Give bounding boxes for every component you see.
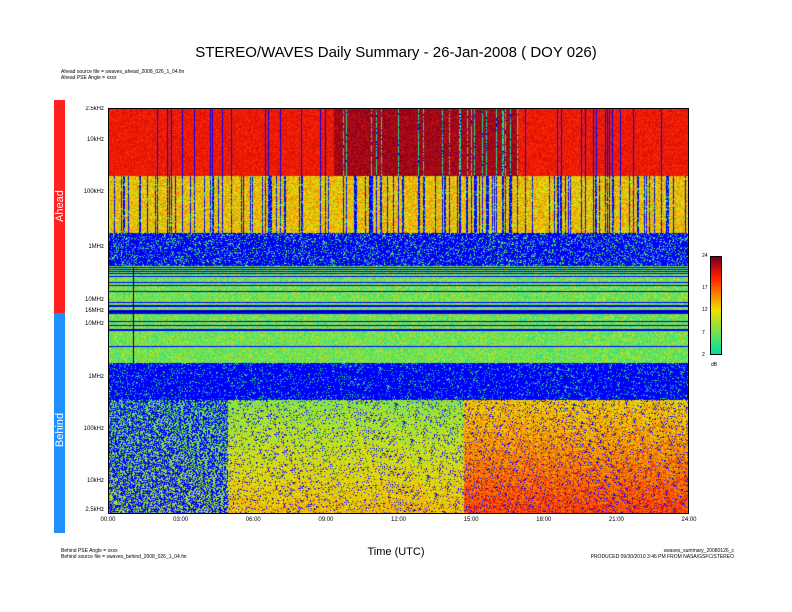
- y-tick-label: 2.5kHz: [85, 106, 104, 112]
- colorbar: [710, 256, 722, 355]
- colorbar-unit: dB: [711, 362, 718, 368]
- colorbar-tick-label: 2: [702, 352, 705, 358]
- y-tick-label: 1MHz: [88, 244, 104, 250]
- behind-pse-angle: Behind PSE Angle = xxxx: [61, 548, 118, 554]
- x-axis-label: Time (UTC): [367, 546, 425, 558]
- y-tick-label: 1MHz: [88, 374, 104, 380]
- x-tick-label: 06:00: [245, 517, 261, 523]
- behind-metadata: Behind PSE Angle = xxxx Behind source fi…: [61, 548, 187, 560]
- y-tick-label: 2.5kHz: [85, 507, 104, 513]
- x-tick-label: 18:00: [536, 517, 552, 523]
- x-tick-label: 15:00: [463, 517, 479, 523]
- y-tick-label: 10kHz: [86, 478, 104, 484]
- x-tick-label: 09:00: [318, 517, 334, 523]
- behind-band: [54, 313, 65, 533]
- x-tick-label: 24:00: [681, 517, 697, 523]
- y-tick-label: 10MHz: [84, 321, 104, 327]
- produced-stamp: PRODUCED 09/30/2010 3:46 PM FROM NASA/GS…: [590, 554, 734, 560]
- ahead-pse-angle: Ahead PSE Angle = xxxx: [61, 75, 117, 81]
- x-tick-label: 00:00: [100, 517, 116, 523]
- ahead-metadata: Ahead source file = swaves_ahead_2008_02…: [61, 69, 184, 81]
- ahead-band-label: Ahead: [54, 190, 66, 222]
- spectrogram-heatmap: [108, 108, 689, 514]
- y-tick-label: 16MHz: [84, 308, 104, 314]
- x-tick-label: 03:00: [173, 517, 189, 523]
- x-tick-label: 12:00: [390, 517, 406, 523]
- colorbar-tick-label: 17: [702, 284, 708, 291]
- y-tick-label: 10kHz: [86, 137, 104, 143]
- plot-frame: [108, 108, 689, 514]
- y-tick-label: 100kHz: [83, 189, 104, 195]
- chart-title: STEREO/WAVES Daily Summary - 26-Jan-2008…: [195, 44, 597, 61]
- y-tick-label: 10MHz: [84, 297, 104, 303]
- product-metadata: swaves_summary_20080126_c PRODUCED 09/30…: [591, 548, 734, 560]
- colorbar-tick-label: 7: [702, 329, 705, 336]
- ahead-band: [54, 100, 65, 313]
- colorbar-tick-label: 24: [702, 253, 708, 259]
- behind-source-file: Behind source file = swaves_behind_2008_…: [61, 554, 187, 560]
- y-tick-label: 100kHz: [83, 426, 104, 432]
- ahead-source-file: Ahead source file = swaves_ahead_2008_02…: [61, 69, 185, 75]
- colorbar-tick-label: 12: [702, 307, 708, 313]
- x-tick-label: 21:00: [608, 517, 624, 523]
- product-file: swaves_summary_20080126_c: [663, 548, 734, 554]
